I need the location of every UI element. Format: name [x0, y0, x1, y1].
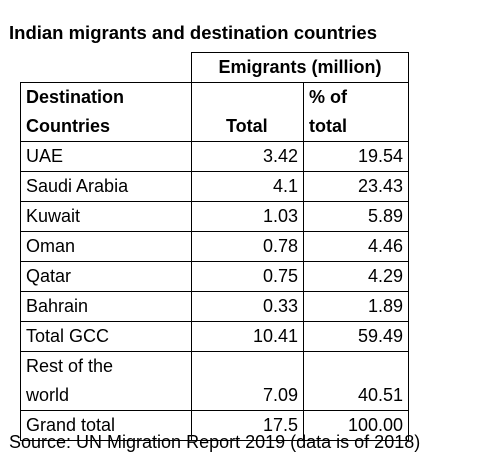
table-title: Indian migrants and destination countrie… [9, 22, 377, 43]
pct-header: % of total [303, 82, 409, 142]
rest-line2: world [26, 385, 70, 405]
pct-cell: 5.89 [303, 201, 409, 232]
country-cell: Qatar [20, 261, 192, 292]
pct-cell: 59.49 [303, 321, 409, 352]
table-row: Bahrain 0.33 1.89 [20, 291, 409, 322]
destination-header-line2: Countries [26, 116, 111, 136]
pct-header-line2: total [309, 116, 347, 136]
total-cell: 1.03 [191, 201, 304, 232]
country-cell: UAE [20, 141, 192, 172]
total-cell: 4.1 [191, 171, 304, 202]
total-cell: 3.42 [191, 141, 304, 172]
grand-total-cell: 17.5 [191, 410, 304, 441]
table-row: Kuwait 1.03 5.89 [20, 201, 409, 232]
country-cell: Total GCC [20, 321, 192, 352]
migrants-table: Emigrants (million) Destination Countrie… [20, 52, 409, 441]
destination-header-line1: Destination [26, 87, 125, 107]
total-cell: 0.75 [191, 261, 304, 292]
rest-of-world-row: Rest of the world 7.09 40.51 [20, 351, 409, 411]
grand-label-cell: Grand total [20, 410, 192, 441]
total-header: Total [191, 82, 304, 142]
total-cell: 0.78 [191, 231, 304, 262]
destination-header: Destination Countries [20, 82, 192, 142]
total-cell: 0.33 [191, 291, 304, 322]
rest-pct: 40.51 [357, 385, 403, 405]
pct-cell: 19.54 [303, 141, 409, 172]
header-row-2: Destination Countries Total % of total [20, 82, 409, 142]
emigrants-group-header: Emigrants (million) [191, 52, 409, 83]
pct-cell: 23.43 [303, 171, 409, 202]
country-cell: Saudi Arabia [20, 171, 192, 202]
pct-cell: 1.89 [303, 291, 409, 322]
rest-country-cell: Rest of the world [20, 351, 192, 411]
grand-pct-cell: 100.00 [303, 410, 409, 441]
rest-pct-cell: 40.51 [303, 351, 409, 411]
grand-total-row: Grand total 17.5 100.00 [20, 410, 409, 441]
header-empty-cell [20, 52, 192, 83]
country-cell: Bahrain [20, 291, 192, 322]
rest-total: 7.09 [262, 385, 298, 405]
pct-cell: 4.29 [303, 261, 409, 292]
rest-total-cell: 7.09 [191, 351, 304, 411]
pct-cell: 4.46 [303, 231, 409, 262]
pct-header-line1: % of [309, 87, 347, 107]
source-note: Source: UN Migration Report 2019 (data i… [9, 432, 421, 452]
table-row: Oman 0.78 4.46 [20, 231, 409, 262]
header-row-1: Emigrants (million) [20, 52, 409, 83]
rest-line1: Rest of the [26, 356, 114, 376]
table-row: UAE 3.42 19.54 [20, 141, 409, 172]
table-row: Qatar 0.75 4.29 [20, 261, 409, 292]
country-cell: Kuwait [20, 201, 192, 232]
country-cell: Oman [20, 231, 192, 262]
total-header-text: Total [226, 116, 268, 136]
total-cell: 10.41 [191, 321, 304, 352]
table-row: Total GCC 10.41 59.49 [20, 321, 409, 352]
table-row: Saudi Arabia 4.1 23.43 [20, 171, 409, 202]
